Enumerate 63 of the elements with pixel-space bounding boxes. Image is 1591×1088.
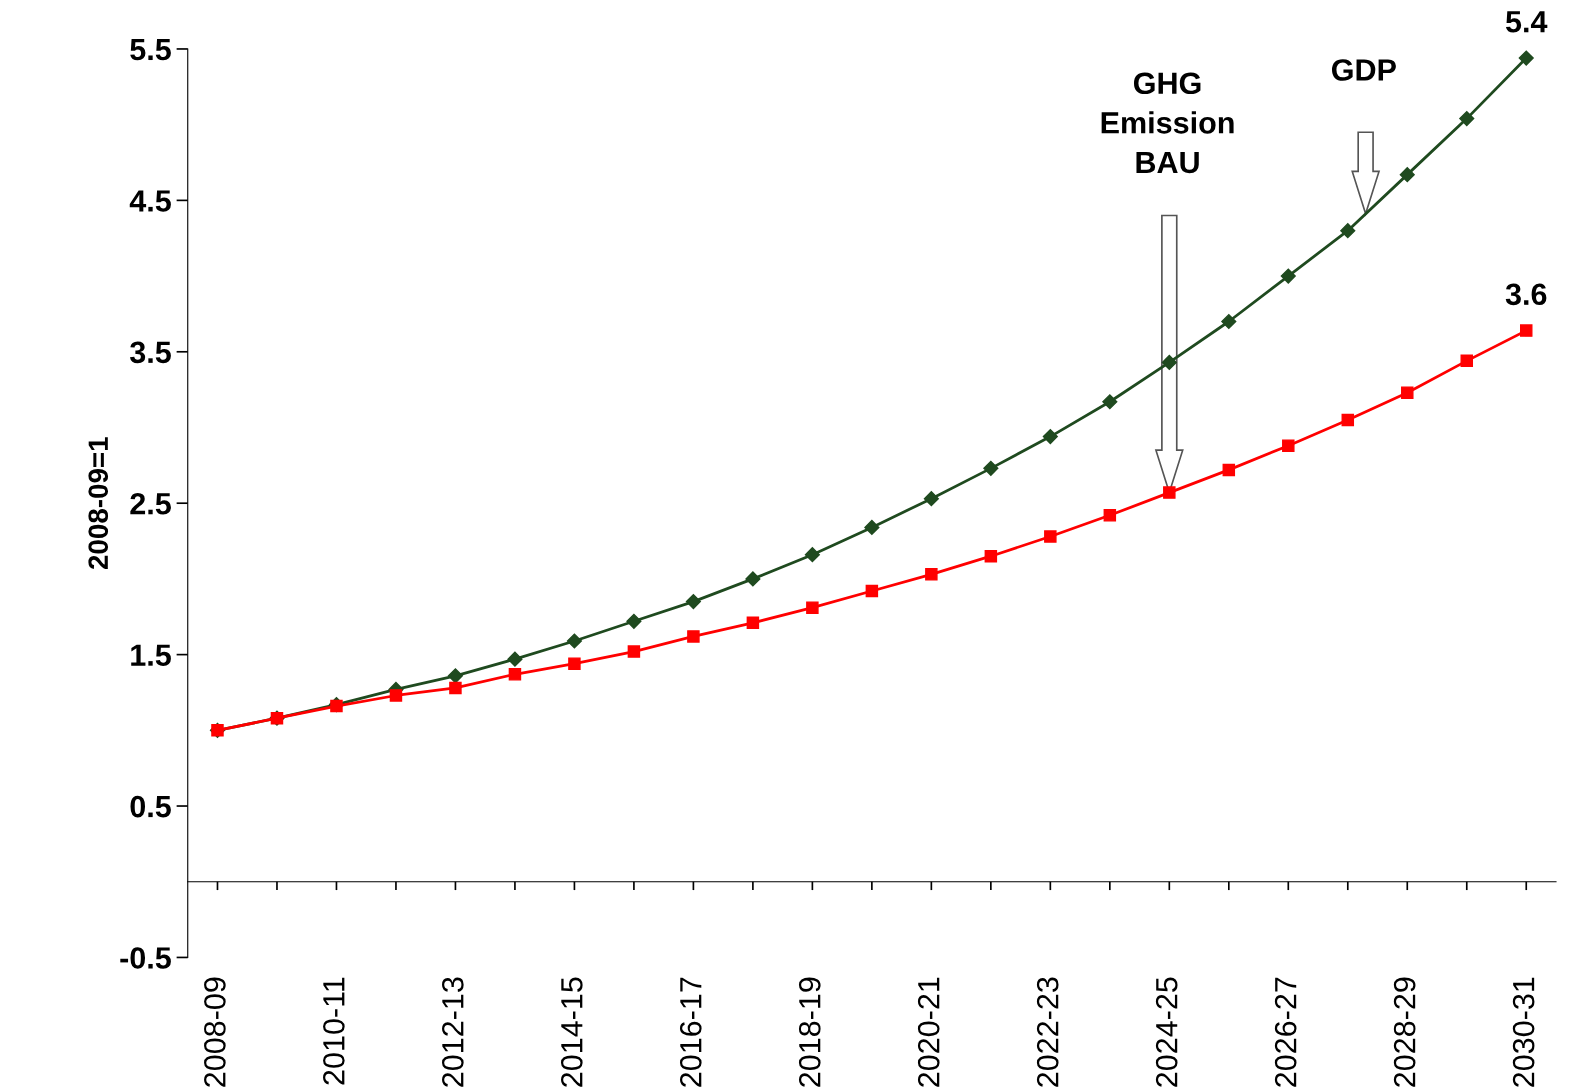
point	[1519, 324, 1533, 337]
x-tick-label: 2028-29	[1393, 977, 1416, 1087]
x-tick-label: 2020-21	[917, 977, 940, 1087]
annotation: 3.6	[1505, 283, 1547, 306]
point	[389, 689, 403, 702]
annotation: GHG Emission BAU	[1101, 72, 1234, 174]
point	[1280, 268, 1296, 284]
x-tick-label: 2018-19	[798, 977, 821, 1087]
point	[687, 630, 700, 643]
x-tick-label: 2024-25	[1155, 977, 1178, 1087]
point	[865, 584, 879, 598]
y-tick-label: 2.5	[130, 492, 171, 515]
y-axis-title: 2008-09=1	[88, 437, 109, 570]
x-tick-label: 2022-23	[1036, 977, 1059, 1087]
y-tick-label: 4.5	[129, 190, 171, 212]
point	[806, 601, 819, 614]
y-tick-label: 5.5	[130, 39, 171, 61]
point	[1102, 394, 1118, 410]
x-tick-label: 2030-31	[1512, 977, 1535, 1087]
point	[1103, 509, 1117, 522]
point	[1401, 386, 1414, 399]
point	[1163, 486, 1176, 499]
point	[1399, 167, 1415, 183]
y-tick-label: 0.5	[130, 795, 171, 818]
x-tick-label: 2010-11	[323, 977, 345, 1085]
point	[626, 613, 642, 629]
point	[627, 645, 641, 658]
point	[1044, 530, 1057, 543]
point	[566, 633, 582, 649]
point	[508, 668, 522, 681]
point	[1340, 223, 1356, 239]
point	[983, 460, 999, 476]
point	[745, 571, 761, 587]
point	[925, 568, 938, 581]
x-tick-label: 2026-27	[1274, 977, 1297, 1087]
point	[1042, 429, 1058, 445]
point	[746, 616, 760, 630]
y-tick-label: -0.5	[120, 947, 171, 969]
point	[804, 547, 820, 563]
point	[1341, 413, 1355, 427]
x-tick-label: 2016-17	[679, 977, 702, 1087]
x-tick-label: 2014-15	[560, 977, 583, 1087]
point	[1459, 111, 1475, 127]
point	[1518, 50, 1534, 66]
point	[923, 491, 939, 507]
x-tick-label: 2012-13	[442, 977, 464, 1087]
x-tick-label: 2008-09	[204, 977, 226, 1087]
point	[1222, 463, 1236, 477]
point	[568, 657, 581, 670]
y-tick-label: 1.5	[131, 644, 171, 666]
annotation: 5.4	[1505, 11, 1548, 33]
annotation: GDP	[1331, 59, 1396, 81]
point	[507, 651, 523, 667]
point	[984, 549, 998, 563]
point	[1282, 439, 1295, 452]
point	[1460, 354, 1474, 368]
point	[1161, 354, 1177, 370]
point	[1221, 313, 1237, 330]
point	[685, 594, 701, 610]
point	[864, 519, 880, 535]
point	[449, 681, 462, 695]
point	[447, 668, 464, 684]
y-tick-label: 3.5	[130, 341, 171, 364]
